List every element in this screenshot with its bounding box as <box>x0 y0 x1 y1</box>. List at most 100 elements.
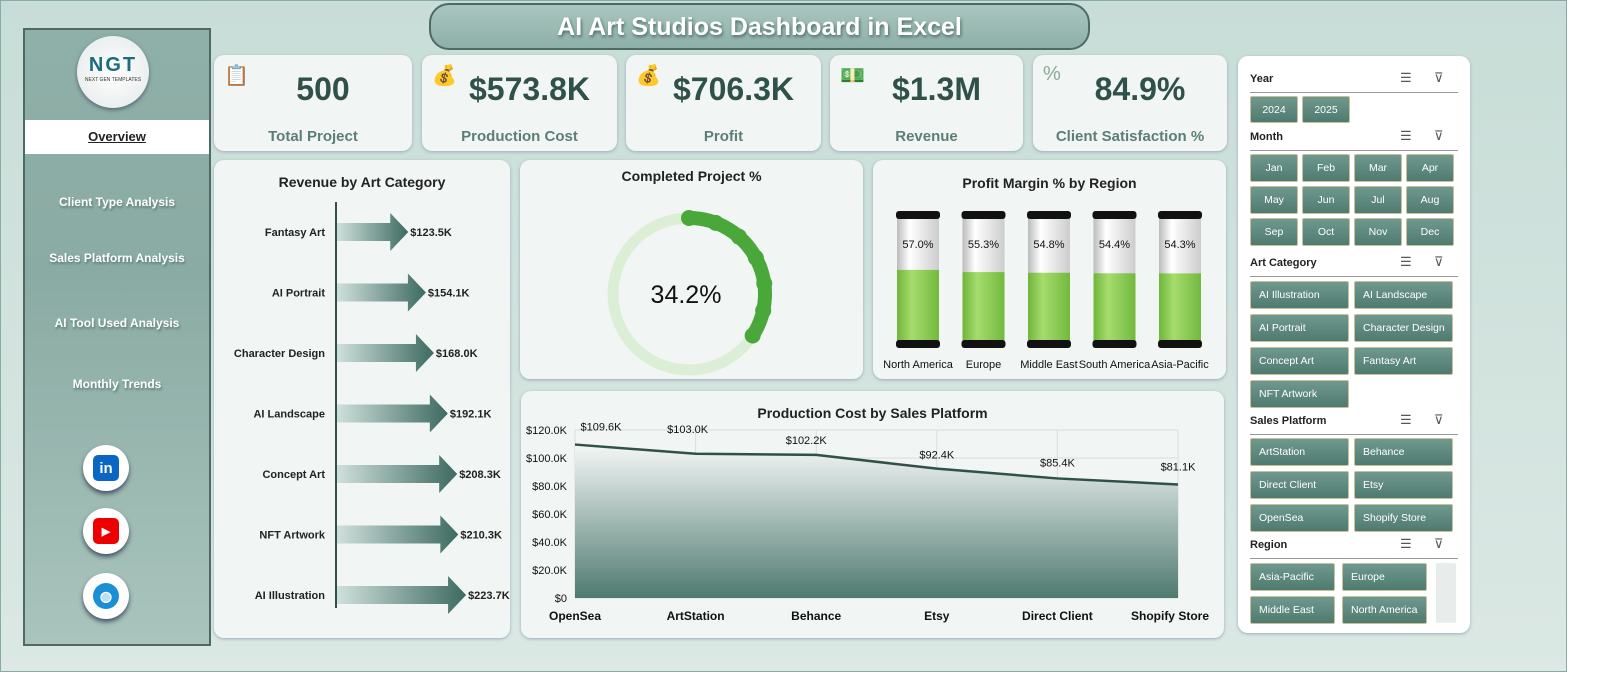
slicer-item-year[interactable]: 2025 <box>1302 96 1350 123</box>
divider <box>1250 558 1458 559</box>
multi-select-icon[interactable]: ☰ <box>1400 70 1412 85</box>
multi-select-icon[interactable]: ☰ <box>1400 128 1412 143</box>
kpi-value: 500 <box>296 71 350 107</box>
multi-select-icon[interactable]: ☰ <box>1400 254 1412 269</box>
donut-value: 34.2% <box>651 281 722 309</box>
youtube-button[interactable]: ▶ <box>83 508 129 554</box>
nav-sales-platform-analysis[interactable]: Sales Platform Analysis <box>49 251 185 265</box>
slicer-panel: Year ☰ ⊽ 2024 2025 Month ☰ ⊽ Jan Feb Mar Apr May Jun J… <box>1238 56 1470 633</box>
multi-select-icon[interactable]: ☰ <box>1400 536 1412 551</box>
slicer-item-art-category[interactable]: Fantasy Art <box>1354 347 1453 375</box>
clear-filter-icon[interactable]: ⊽ <box>1434 128 1444 143</box>
kpi-value: $706.3K <box>673 71 794 107</box>
clear-filter-icon[interactable]: ⊽ <box>1434 536 1444 551</box>
category-label: North America <box>883 359 954 371</box>
nav-ai-tool-used-analysis[interactable]: AI Tool Used Analysis <box>54 316 180 330</box>
data-label: $210.3K <box>460 530 502 542</box>
slicer-item-sales-platform[interactable]: OpenSea <box>1250 504 1349 532</box>
chart-title: Profit Margin % by Region <box>962 175 1137 191</box>
clear-filter-icon[interactable]: ⊽ <box>1434 412 1444 427</box>
percent-icon: % <box>1043 63 1061 85</box>
nav-monthly-trends[interactable]: Monthly Trends <box>72 377 162 391</box>
slicer-item-month[interactable]: Aug <box>1406 186 1454 214</box>
bar <box>337 455 458 493</box>
bar <box>962 272 1005 344</box>
data-label: 54.8% <box>1033 239 1064 251</box>
globe-icon: ◍ <box>93 583 119 609</box>
kpi-card-client-satisfaction-: % 84.9% Client Satisfaction % <box>1033 55 1227 151</box>
slicer-item-year[interactable]: 2024 <box>1250 96 1298 123</box>
slicer-item-region[interactable]: North America <box>1342 596 1427 624</box>
linkedin-button[interactable]: in <box>83 445 129 491</box>
donut-marker <box>730 228 747 245</box>
donut-marker <box>755 302 772 319</box>
slicer-item-region[interactable]: Europe <box>1342 563 1427 591</box>
bar <box>337 213 409 251</box>
y-tick-label: $80.0K <box>532 481 568 493</box>
slicer-item-art-category[interactable]: Concept Art <box>1250 347 1349 375</box>
dashboard-title: AI Art Studios Dashboard in Excel <box>429 3 1090 50</box>
cylinder-base <box>1158 340 1202 348</box>
dashboard: NGT NEXT GEN TEMPLATES Overview Client Ty… <box>0 0 1567 672</box>
cylinder-base <box>1092 340 1137 348</box>
slicer-item-sales-platform[interactable]: Behance <box>1354 438 1453 466</box>
nav-client-type-analysis[interactable]: Client Type Analysis <box>58 195 176 209</box>
clear-filter-icon[interactable]: ⊽ <box>1434 70 1444 85</box>
slicer-item-art-category[interactable]: Character Design <box>1354 314 1453 342</box>
donut-completed <box>688 211 772 340</box>
slicer-item-art-category[interactable]: AI Illustration <box>1250 281 1349 309</box>
category-label: AI Landscape <box>253 409 325 421</box>
website-button[interactable]: ◍ <box>83 573 129 619</box>
bar <box>1159 273 1201 344</box>
multi-select-icon[interactable]: ☰ <box>1400 412 1412 427</box>
slicer-item-art-category[interactable]: AI Portrait <box>1250 314 1349 342</box>
money-icon: 💵 <box>840 65 865 87</box>
kpi-label: Production Cost <box>461 128 578 145</box>
slicer-item-month[interactable]: Jul <box>1354 186 1402 214</box>
kpi-card-production-cost: 💰 $573.8K Production Cost <box>422 55 617 151</box>
slicer-item-region[interactable]: Middle East <box>1250 596 1335 624</box>
slicer-item-month[interactable]: Oct <box>1302 218 1350 246</box>
bar <box>1028 272 1070 344</box>
bar <box>337 394 448 433</box>
logo: NGT NEXT GEN TEMPLATES <box>77 36 149 108</box>
clear-filter-icon[interactable]: ⊽ <box>1434 254 1444 269</box>
data-label: $85.4K <box>1040 457 1076 469</box>
kpi-value: $1.3M <box>892 71 981 107</box>
slicer-item-sales-platform[interactable]: Shopify Store <box>1354 504 1453 532</box>
category-label: Middle East <box>1020 359 1077 371</box>
slicer-item-month[interactable]: Mar <box>1354 154 1402 182</box>
cylinder-cap <box>1092 211 1137 219</box>
slicer-item-month[interactable]: Dec <box>1406 218 1454 246</box>
data-label: $208.3K <box>459 469 501 481</box>
slicer-item-month[interactable]: Feb <box>1302 154 1350 182</box>
category-label: Character Design <box>234 348 325 360</box>
slicer-item-sales-platform[interactable]: Direct Client <box>1250 471 1349 499</box>
sidebar: NGT NEXT GEN TEMPLATES Overview Client Ty… <box>23 28 211 646</box>
donut-marker <box>707 214 724 231</box>
slicer-item-month[interactable]: Sep <box>1250 218 1298 246</box>
slicer-item-month[interactable]: Apr <box>1406 154 1454 182</box>
revenue-by-art-category-chart: Revenue by Art Category Fantasy Art $123.… <box>214 160 510 638</box>
divider <box>1250 150 1458 151</box>
category-label: Asia-Pacific <box>1151 359 1209 371</box>
slicer-item-art-category[interactable]: NFT Artwork <box>1250 380 1349 408</box>
slicer-item-art-category[interactable]: AI Landscape <box>1354 281 1453 309</box>
slicer-item-region[interactable]: Asia-Pacific <box>1250 563 1335 591</box>
slicer-item-sales-platform[interactable]: Etsy <box>1354 471 1453 499</box>
bar <box>337 273 426 312</box>
y-tick-label: $100.0K <box>526 453 568 465</box>
nav-overview[interactable]: Overview <box>25 120 209 154</box>
slicer-item-month[interactable]: Jan <box>1250 154 1298 182</box>
slicer-item-month[interactable]: Jun <box>1302 186 1350 214</box>
slicer-item-month[interactable]: Nov <box>1354 218 1402 246</box>
donut-marker <box>744 327 761 344</box>
data-label: $103.0K <box>667 424 709 436</box>
data-label: 54.4% <box>1099 239 1130 251</box>
linkedin-icon: in <box>93 455 119 481</box>
slicer-item-sales-platform[interactable]: ArtStation <box>1250 438 1349 466</box>
donut-marker <box>756 275 773 292</box>
slicer-item-month[interactable]: May <box>1250 186 1298 214</box>
scrollbar[interactable] <box>1436 563 1456 623</box>
cylinder-cap <box>1158 211 1202 219</box>
